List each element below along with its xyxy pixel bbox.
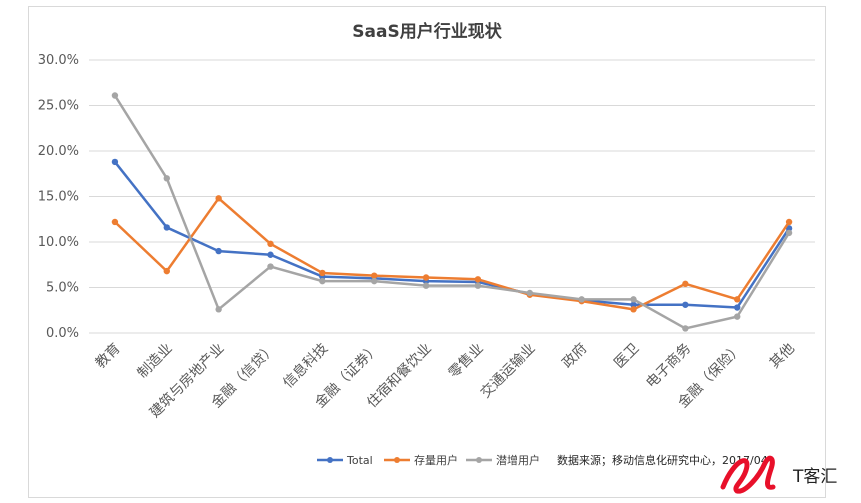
gridlines: [89, 59, 815, 334]
legend-label: 潜增用户: [496, 453, 540, 467]
data-point: [578, 296, 585, 303]
data-point: [785, 218, 793, 226]
x-tick-label: 政府: [559, 341, 590, 372]
data-point: [319, 269, 326, 277]
x-tick-label: 电子商务: [643, 341, 694, 392]
data-point: [630, 301, 637, 308]
y-tick-label: 0.0%: [46, 326, 79, 341]
series-line-0: [113, 161, 791, 309]
chart-title: SaaS用户行业现状: [352, 21, 502, 42]
y-axis-ticks: 0.0% 5.0% 10.0% 15.0% 20.0% 25.0% 30.0%: [38, 53, 79, 341]
series-lines: [111, 92, 793, 332]
data-point: [319, 277, 326, 285]
data-point: [422, 274, 430, 281]
data-point: [267, 263, 274, 270]
data-point: [163, 267, 170, 275]
data-point: [682, 301, 689, 308]
data-point: [163, 224, 170, 231]
x-tick-label: 信息科技: [280, 340, 332, 392]
data-point: [526, 289, 533, 297]
y-tick-label: 20.0%: [38, 144, 79, 159]
data-point: [371, 272, 378, 279]
legend-marker: [327, 457, 333, 463]
data-point: [785, 225, 793, 232]
x-tick-label: 教育: [93, 341, 124, 372]
series-line-1: [114, 197, 791, 311]
y-tick-label: 30.0%: [38, 53, 79, 68]
source-note: 数据来源；移动信息化研究中心，2017/04: [557, 453, 768, 467]
chart-frame: SaaS用户行业现状 0.0% 5.0% 10.0% 15.0% 20.0% 25.0% 3…: [28, 6, 826, 498]
legend-label: Total: [346, 454, 373, 467]
data-point: [371, 277, 378, 285]
data-point: [267, 240, 274, 248]
data-point: [215, 306, 222, 313]
data-point: [215, 247, 222, 255]
x-tick-label: 制造业: [135, 341, 176, 382]
watermark-text: T客汇: [793, 467, 838, 487]
data-point: [111, 158, 119, 166]
y-tick-label: 10.0%: [38, 235, 79, 250]
watermark-logo-icon: [720, 455, 776, 494]
data-point: [163, 175, 170, 182]
data-point: [422, 282, 430, 289]
y-tick-label: 15.0%: [38, 190, 79, 205]
x-tick-label: 零售业: [446, 341, 487, 382]
data-point: [734, 313, 741, 320]
data-point: [474, 282, 482, 289]
data-point: [215, 195, 222, 202]
data-point: [111, 218, 119, 226]
x-tick-label: 其他: [767, 341, 798, 372]
data-point: [267, 251, 274, 258]
data-point: [682, 325, 689, 332]
data-point: [474, 276, 482, 283]
line-chart: SaaS用户行业现状 0.0% 5.0% 10.0% 15.0% 20.0% 25.0% 3…: [38, 21, 815, 467]
data-point: [682, 280, 689, 288]
y-tick-label: 25.0%: [38, 99, 79, 114]
x-tick-label: 交通运输业: [477, 340, 539, 402]
legend-marker: [476, 457, 482, 463]
x-tick-label: 医卫: [611, 341, 642, 372]
legend-marker: [394, 457, 400, 463]
data-point: [630, 306, 637, 313]
series-line-2: [113, 94, 791, 330]
legend: Total 存量用户 潜增用户: [317, 453, 540, 467]
data-point: [630, 296, 637, 303]
legend-label: 存量用户: [414, 453, 458, 467]
data-point: [785, 229, 793, 237]
y-tick-label: 5.0%: [46, 281, 79, 296]
data-point: [734, 296, 741, 303]
data-point: [734, 304, 741, 311]
data-point: [111, 92, 119, 99]
